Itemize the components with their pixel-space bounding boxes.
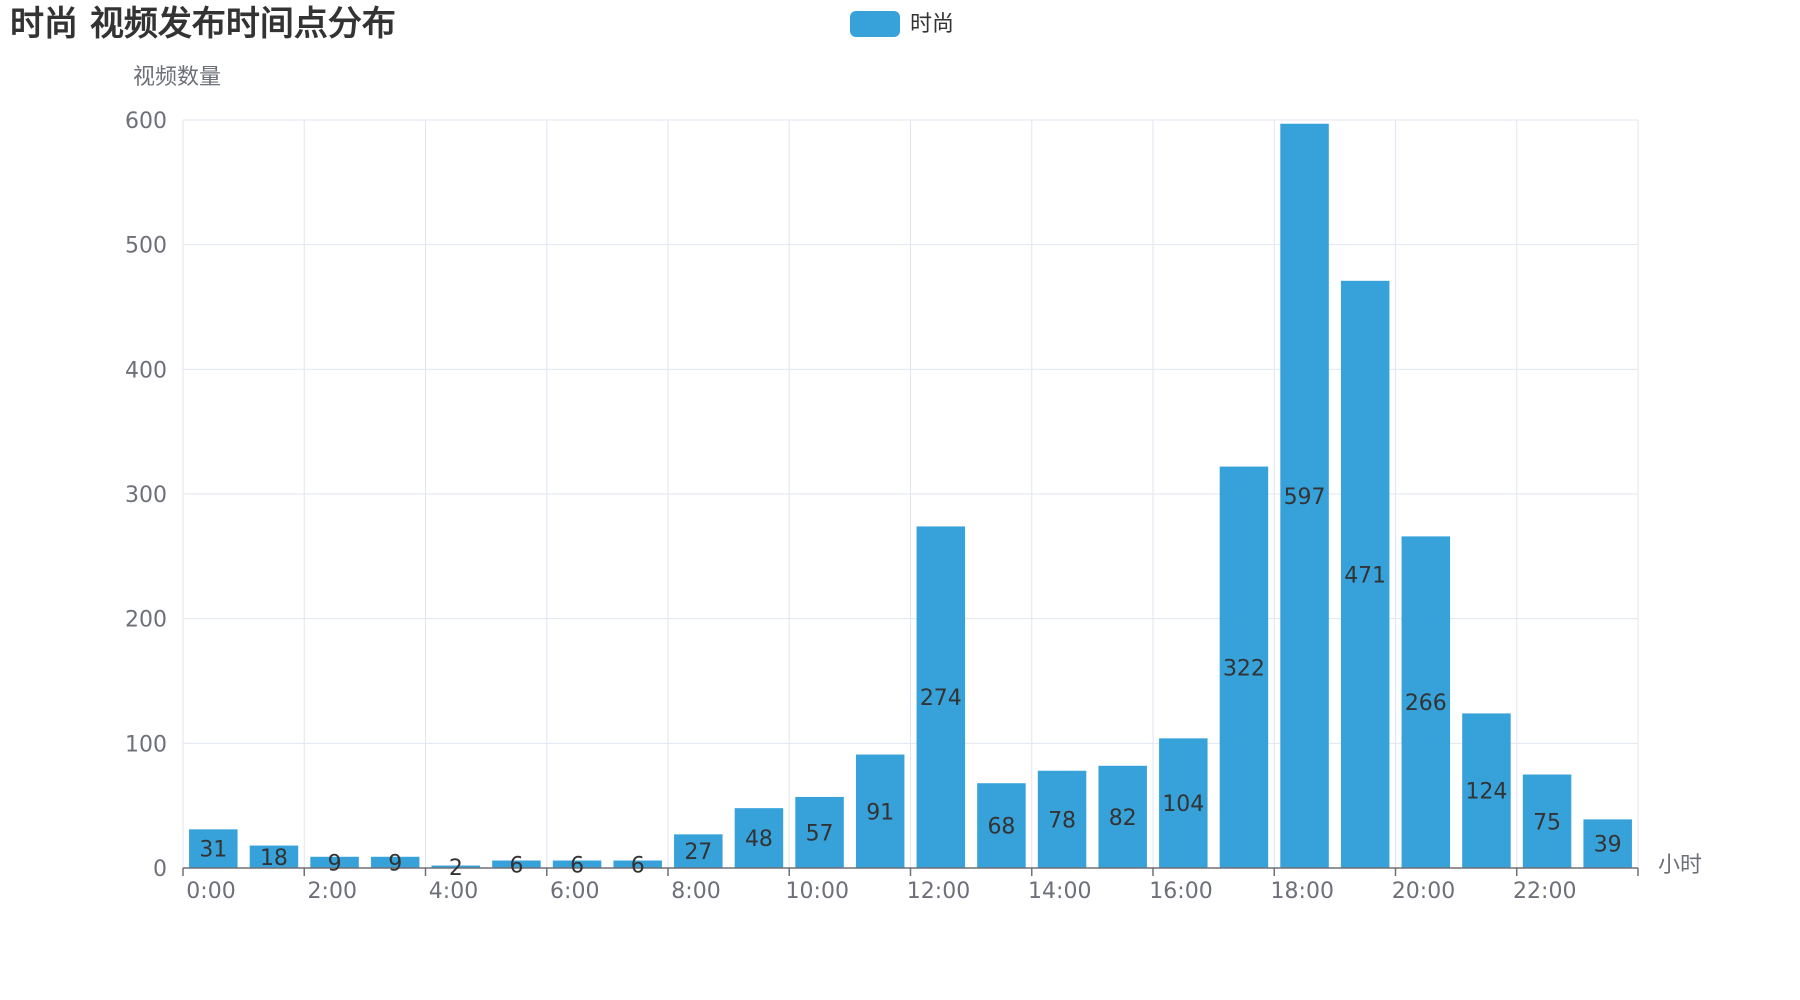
bar-value-label: 2 [449, 856, 463, 881]
x-tick-label: 6:00 [550, 879, 599, 904]
bar-value-label: 82 [1109, 806, 1137, 831]
chart-title: 时尚 视频发布时间点分布 [10, 4, 396, 44]
bar-value-label: 48 [745, 827, 773, 852]
x-tick-label: 14:00 [1028, 879, 1091, 904]
bar[interactable] [1098, 765, 1147, 868]
bar[interactable] [431, 865, 481, 868]
x-axis-title: 小时 [1658, 853, 1702, 878]
bar[interactable] [1219, 466, 1269, 868]
bar[interactable] [1159, 738, 1208, 868]
y-tick-label: 300 [125, 483, 167, 508]
legend-label: 时尚 [910, 12, 954, 37]
bars [189, 123, 1632, 869]
bar[interactable] [189, 829, 238, 868]
y-tick-label: 400 [125, 358, 167, 383]
bar[interactable] [1583, 819, 1632, 868]
bar-value-label: 274 [920, 686, 962, 711]
x-tick-label: 2:00 [308, 879, 357, 904]
bar[interactable] [1401, 536, 1451, 868]
bar-value-label: 68 [987, 815, 1015, 840]
bar-value-label: 597 [1284, 485, 1326, 510]
bar-value-label: 27 [684, 840, 712, 865]
bar-value-label: 322 [1223, 656, 1265, 681]
bar-value-label: 471 [1344, 563, 1386, 588]
bar[interactable] [1522, 774, 1572, 869]
x-tick-label: 12:00 [907, 879, 970, 904]
bar-value-label: 6 [631, 853, 645, 878]
bar[interactable] [734, 808, 784, 868]
grid [182, 119, 1639, 868]
legend-swatch [850, 11, 900, 37]
bar[interactable] [492, 860, 541, 868]
x-tick-label: 20:00 [1392, 879, 1455, 904]
bar[interactable] [613, 860, 662, 868]
bar[interactable] [310, 856, 359, 868]
y-axis-title: 视频数量 [133, 65, 221, 90]
bar-value-label: 31 [199, 838, 227, 863]
bar[interactable] [249, 845, 299, 868]
bar[interactable] [552, 860, 602, 868]
y-tick-label: 0 [153, 857, 167, 882]
x-tick-label: 16:00 [1149, 879, 1212, 904]
bar[interactable] [674, 834, 723, 868]
y-tick-label: 100 [125, 732, 167, 757]
y-tick-label: 600 [125, 109, 167, 134]
bar[interactable] [1037, 770, 1087, 868]
bar-value-label: 9 [388, 851, 402, 876]
bar[interactable] [1280, 123, 1329, 869]
bar-value-label: 124 [1465, 780, 1507, 805]
bar-value-label: 6 [509, 853, 523, 878]
bar[interactable] [795, 796, 844, 868]
axes: 0 100 200 300 400 500 600 0:00 2:00 4:00 6:00 8:00 1… [125, 109, 1639, 904]
x-tick-label: 4:00 [429, 879, 478, 904]
legend[interactable]: 时尚 [850, 11, 954, 37]
bar-value-label: 266 [1405, 691, 1447, 716]
bar-value-label: 104 [1162, 792, 1204, 817]
bar-value-label: 18 [260, 846, 288, 871]
x-tick-label: 18:00 [1271, 879, 1334, 904]
x-tick-label: 10:00 [786, 879, 849, 904]
x-tick-label: 22:00 [1513, 879, 1576, 904]
bar-value-label: 9 [328, 851, 342, 876]
bar-value-label: 57 [806, 821, 834, 846]
bar[interactable] [1340, 280, 1390, 868]
y-tick-label: 500 [125, 234, 167, 259]
bar[interactable] [1462, 713, 1511, 868]
bar[interactable] [977, 783, 1026, 868]
bar-value-label: 75 [1533, 810, 1561, 835]
y-tick-label: 200 [125, 608, 167, 633]
bar[interactable] [916, 526, 966, 868]
bar[interactable] [370, 856, 420, 868]
x-tick-label: 0:00 [186, 879, 235, 904]
bar-value-label: 6 [570, 853, 584, 878]
bar-value-label: 78 [1048, 808, 1076, 833]
bar[interactable] [855, 754, 905, 868]
bar-value-label: 39 [1594, 833, 1622, 858]
bar-value-label: 91 [866, 800, 894, 825]
x-tick-label: 8:00 [671, 879, 720, 904]
